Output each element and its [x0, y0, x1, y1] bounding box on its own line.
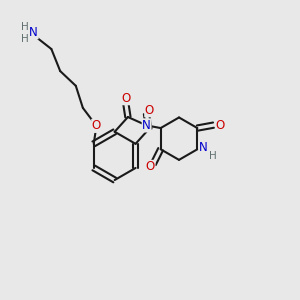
Text: O: O	[92, 119, 101, 132]
Text: O: O	[215, 118, 225, 132]
Text: H: H	[209, 151, 217, 161]
Text: O: O	[121, 92, 130, 105]
Text: N: N	[29, 26, 38, 39]
Text: N: N	[142, 119, 151, 132]
Text: O: O	[145, 104, 154, 117]
Text: H: H	[21, 34, 29, 44]
Text: N: N	[199, 141, 208, 154]
Text: O: O	[146, 160, 155, 173]
Text: H: H	[21, 22, 29, 32]
